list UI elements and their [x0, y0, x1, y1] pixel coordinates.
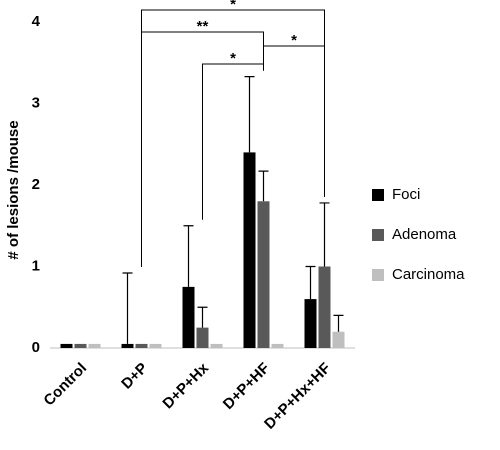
bar	[332, 331, 345, 348]
bar	[271, 343, 284, 348]
bar	[257, 201, 270, 348]
legend-swatch	[372, 269, 384, 281]
significance-label: **	[197, 18, 209, 35]
bar	[210, 343, 223, 348]
bar	[182, 286, 195, 348]
bar	[243, 152, 256, 348]
error-bar	[305, 265, 316, 300]
bar	[318, 266, 331, 348]
significance-label: *	[291, 32, 297, 49]
error-bar	[319, 202, 330, 267]
error-bar	[122, 272, 133, 344]
x-tick-label: D+P	[118, 360, 151, 393]
error-bar	[258, 170, 269, 202]
error-bar	[183, 225, 194, 287]
legend-label: Foci	[392, 186, 420, 203]
y-tick-label: 0	[32, 339, 40, 356]
y-tick-label: 3	[32, 94, 40, 111]
bar	[304, 299, 317, 348]
x-tick-label: D+P+Hx	[159, 359, 212, 412]
bar	[121, 343, 134, 348]
bar	[88, 343, 101, 348]
x-tick-label: Control	[40, 360, 90, 410]
significance-bracket	[202, 63, 264, 220]
legend-label: Carcinoma	[392, 266, 465, 283]
y-axis-label: # of lesions /mouse	[5, 120, 22, 259]
x-tick-label: D+P+HF	[220, 360, 273, 413]
significance-bracket	[263, 45, 325, 197]
significance-label: *	[230, 50, 236, 67]
y-tick-label: 2	[32, 176, 40, 193]
y-tick-label: 1	[32, 257, 40, 274]
bar	[149, 343, 162, 348]
y-tick-label: 4	[32, 13, 41, 30]
significance-label: *	[230, 0, 236, 13]
error-bar	[244, 76, 255, 153]
error-bar	[197, 306, 208, 328]
legend-label: Adenoma	[392, 226, 457, 243]
error-bar	[333, 314, 344, 332]
bar	[74, 343, 87, 348]
bar	[196, 327, 209, 348]
bar	[135, 343, 148, 348]
bar	[60, 343, 73, 348]
significance-bracket	[141, 9, 325, 268]
legend-swatch	[372, 189, 384, 201]
legend-swatch	[372, 229, 384, 241]
